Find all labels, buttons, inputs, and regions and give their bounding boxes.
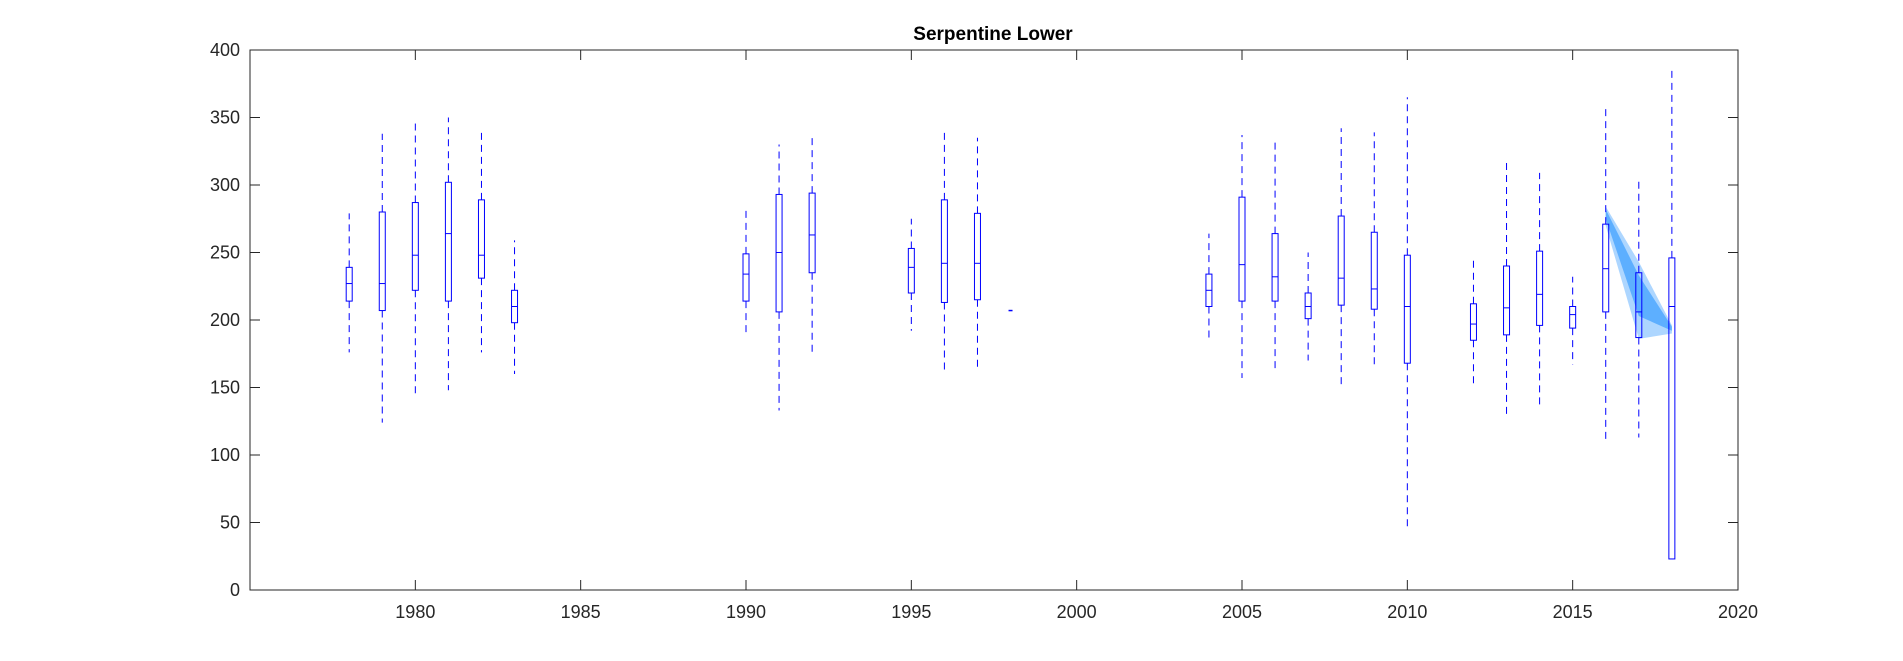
box-body-2013 xyxy=(1503,265,1511,336)
box-2012 xyxy=(1469,260,1477,384)
box-1990 xyxy=(742,207,750,337)
box-2004 xyxy=(1205,233,1213,342)
box-2016 xyxy=(1602,106,1610,443)
box-body-2016 xyxy=(1602,223,1610,313)
box-body-2014 xyxy=(1536,250,1544,326)
box-1981 xyxy=(444,117,452,391)
box-1995 xyxy=(907,218,915,331)
box-body-1992 xyxy=(808,192,816,274)
y-tick-label-200: 200 xyxy=(210,310,240,330)
box-body-1997 xyxy=(973,212,981,301)
x-tick-label-2005: 2005 xyxy=(1222,602,1262,622)
box-body-2009 xyxy=(1370,231,1378,310)
x-tick-label-2020: 2020 xyxy=(1718,602,1758,622)
box-2006 xyxy=(1271,141,1279,372)
box-body-2012 xyxy=(1469,303,1477,341)
x-tick-label-1980: 1980 xyxy=(395,602,435,622)
y-tick-label-150: 150 xyxy=(210,378,240,398)
box-body-2005 xyxy=(1238,196,1246,302)
box-body-2018 xyxy=(1668,257,1676,560)
box-body-2015 xyxy=(1569,306,1577,329)
box-body-2010 xyxy=(1403,254,1411,364)
x-tick-label-1995: 1995 xyxy=(891,602,931,622)
box-2008 xyxy=(1337,128,1345,385)
box-body-1982 xyxy=(477,199,485,279)
box-body-1991 xyxy=(775,193,783,313)
x-tick-label-2010: 2010 xyxy=(1387,602,1427,622)
box-body-2007 xyxy=(1304,292,1312,320)
box-2013 xyxy=(1503,158,1511,416)
box-body-2006 xyxy=(1271,233,1279,302)
box-1982 xyxy=(477,129,485,353)
box-2017 xyxy=(1635,178,1643,438)
box-1978 xyxy=(345,213,353,353)
box-body-2008 xyxy=(1337,215,1345,306)
box-2009 xyxy=(1370,132,1378,368)
box-1979 xyxy=(378,133,386,423)
y-tick-label-0: 0 xyxy=(230,580,240,600)
box-1996 xyxy=(940,128,948,373)
band-inner xyxy=(1605,209,1672,331)
y-tick-label-300: 300 xyxy=(210,175,240,195)
box-1997 xyxy=(973,137,981,368)
box-body-1990 xyxy=(742,253,750,302)
y-tick-label-350: 350 xyxy=(210,108,240,128)
axes-layer: 0 50 100 150 200 250 300 350 400 1980 1985 1990 1995… xyxy=(210,40,1758,622)
box-body-2017 xyxy=(1635,272,1643,339)
box-body-1995 xyxy=(907,247,915,294)
y-tick-label-400: 400 xyxy=(210,40,240,60)
box-2007 xyxy=(1304,252,1312,361)
y-tick-label-250: 250 xyxy=(210,243,240,263)
chart-title: Serpentine Lower xyxy=(913,24,1073,45)
y-tick-label-50: 50 xyxy=(220,513,240,533)
box-2015 xyxy=(1569,276,1577,365)
box-1983 xyxy=(511,240,519,374)
box-2014 xyxy=(1536,172,1544,407)
box-1991 xyxy=(775,144,783,411)
box-body-1980 xyxy=(411,202,419,291)
box-2010 xyxy=(1403,97,1411,527)
box-body-1978 xyxy=(345,266,353,302)
box-2005 xyxy=(1238,135,1246,379)
y-tick-label-100: 100 xyxy=(210,445,240,465)
box-1992 xyxy=(808,136,816,353)
x-tick-label-1985: 1985 xyxy=(561,602,601,622)
box-1980 xyxy=(411,122,419,395)
box-body-1996 xyxy=(940,199,948,303)
x-tick-label-2015: 2015 xyxy=(1553,602,1593,622)
box-body-1981 xyxy=(444,181,452,302)
box-2018 xyxy=(1668,68,1676,560)
x-tick-label-2000: 2000 xyxy=(1057,602,1097,622)
box-layer xyxy=(345,68,1676,560)
box-body-1979 xyxy=(378,211,386,312)
x-tick-label-1990: 1990 xyxy=(726,602,766,622)
